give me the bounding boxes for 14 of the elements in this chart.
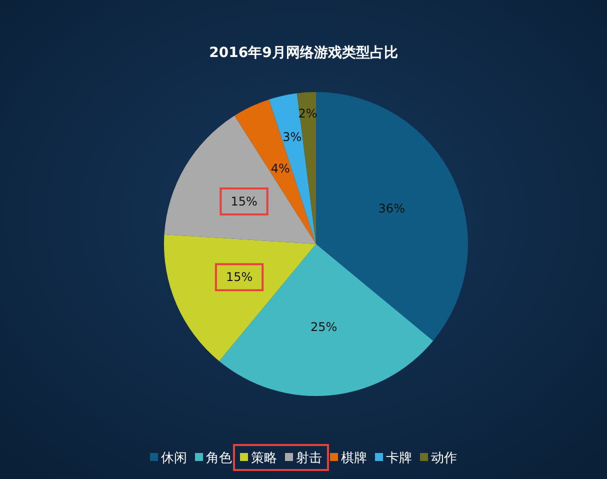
legend-label: 角色 [206,451,232,466]
legend-label: 策略 [251,451,277,466]
data-label: 36% [378,201,405,216]
legend-label: 卡牌 [386,451,412,466]
data-label: 25% [310,320,338,334]
legend-label: 射击 [296,451,322,466]
legend-label: 休闲 [161,451,187,466]
chart-title: 2016年9月网络游戏类型占比 [209,45,398,61]
data-label: 15% [226,270,253,284]
legend-label: 棋牌 [341,451,367,466]
data-label: 3% [282,130,302,144]
legend-label: 动作 [431,451,457,466]
data-label: 4% [270,161,290,176]
data-label: 15% [230,194,258,208]
